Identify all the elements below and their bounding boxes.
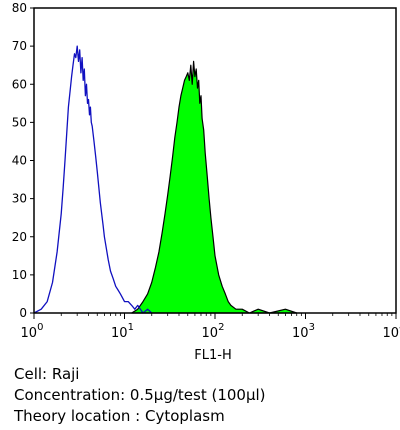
x-axis-label: FL1-H — [194, 348, 231, 360]
x-tick-label: 104 — [383, 322, 400, 341]
y-tick-label: 10 — [12, 268, 27, 282]
x-tick-label: 103 — [292, 322, 315, 341]
y-tick-label: 0 — [19, 306, 27, 320]
concentration-text: Concentration: 0.5µg/test (100µl) — [14, 386, 266, 404]
y-tick-label: 30 — [12, 192, 27, 206]
flow-histogram-chart: 0 10 20 30 40 50 60 70 80 100 101 102 103 104 FL1-H — [12, 1, 400, 360]
filled-histogram-series — [131, 60, 298, 314]
y-tick-label: 70 — [12, 39, 27, 53]
y-tick-label: 40 — [12, 154, 27, 168]
y-tick-label: 50 — [12, 115, 27, 129]
theory-location-text: Theory location : Cytoplasm — [14, 407, 225, 425]
x-tick-label: 102 — [202, 322, 225, 341]
x-tick-label: 101 — [111, 322, 134, 341]
series-layer — [33, 45, 298, 314]
control-histogram-series — [33, 45, 153, 314]
y-tick-label: 60 — [12, 77, 27, 91]
cell-line-text: Cell: Raji — [14, 365, 80, 383]
x-tick-label: 100 — [21, 322, 44, 341]
y-tick-label: 20 — [12, 230, 27, 244]
y-tick-label: 80 — [12, 1, 27, 15]
